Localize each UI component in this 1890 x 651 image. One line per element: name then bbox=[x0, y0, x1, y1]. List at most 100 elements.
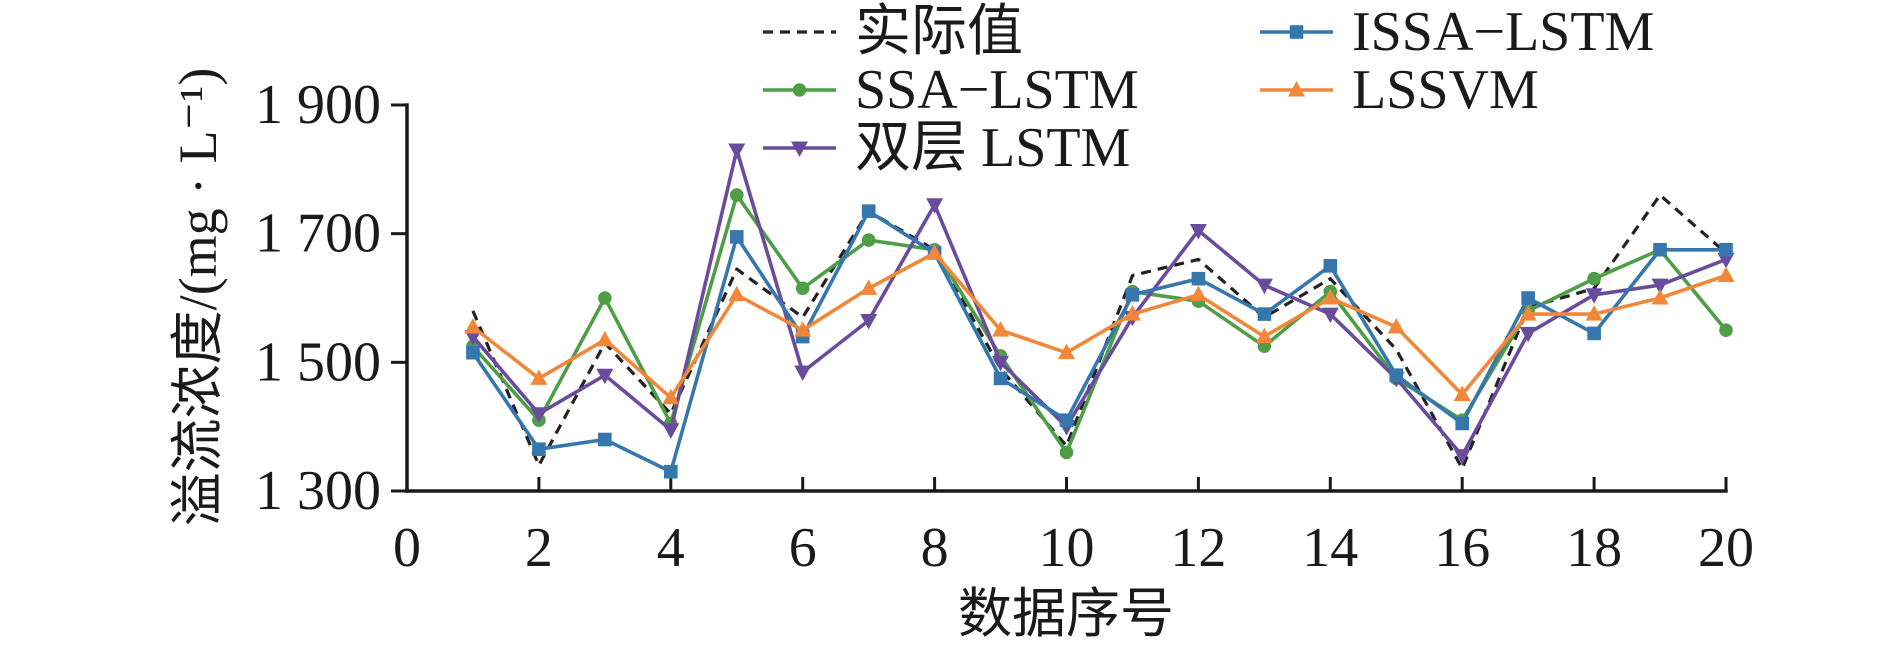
series-5-point bbox=[860, 279, 878, 295]
series-4-point bbox=[1653, 242, 1667, 257]
series-3-point bbox=[662, 423, 680, 439]
series-4-point bbox=[1257, 307, 1272, 321]
series-5-point bbox=[662, 388, 680, 405]
series-3-point bbox=[1519, 326, 1537, 343]
legend-item: 实际值 bbox=[763, 1, 1023, 63]
legend-item: 双层 LSTM bbox=[763, 117, 1130, 179]
series-4-point bbox=[1191, 271, 1206, 286]
legend-label: SSA−LSTM bbox=[855, 59, 1139, 121]
y-tick-label: 1 700 bbox=[255, 203, 381, 265]
series-2-line bbox=[471, 193, 1728, 455]
series-4-point bbox=[466, 345, 480, 360]
series-4-point bbox=[1719, 242, 1733, 257]
legend-swatch-marker bbox=[1289, 25, 1304, 39]
x-tick-label: 14 bbox=[1302, 517, 1358, 579]
axes: 1 300 1 500 1 700 1 900 0 2 4 6 8 10 12 14 16 18 20 bbox=[255, 74, 1754, 579]
x-tick-label: 12 bbox=[1170, 517, 1226, 579]
series-4-point bbox=[532, 442, 546, 456]
x-tick-label: 16 bbox=[1434, 517, 1490, 579]
series-4-point bbox=[729, 230, 744, 244]
legend-label: ISSA−LSTM bbox=[1352, 1, 1654, 63]
x-tick-label: 6 bbox=[789, 517, 817, 579]
series-5-point bbox=[1585, 305, 1603, 321]
series-layer bbox=[464, 143, 1735, 479]
series-2-point bbox=[861, 233, 876, 247]
series-2-point bbox=[1059, 445, 1074, 460]
series-5-point bbox=[464, 317, 482, 334]
x-tick-label: 20 bbox=[1698, 517, 1754, 579]
series-3-point bbox=[1651, 278, 1669, 295]
x-tick-label: 8 bbox=[921, 517, 949, 579]
series-3-point bbox=[596, 368, 614, 385]
series-4-point bbox=[1059, 413, 1074, 428]
series-4-point bbox=[861, 204, 876, 218]
series-5-point bbox=[1058, 343, 1075, 360]
y-tick-label: 1 900 bbox=[255, 74, 381, 136]
series-5-point bbox=[1717, 266, 1735, 282]
series-4-point bbox=[1587, 326, 1601, 341]
series-5-point bbox=[1519, 305, 1537, 321]
series-3-point bbox=[992, 355, 1010, 372]
series-3-point bbox=[860, 314, 878, 330]
series-3-point bbox=[1717, 252, 1735, 269]
x-tick-label: 10 bbox=[1039, 517, 1095, 579]
series-5-point bbox=[1189, 285, 1207, 302]
legend-swatch-marker bbox=[791, 141, 808, 157]
legend-swatch-marker bbox=[1288, 81, 1305, 97]
series-2-point bbox=[795, 281, 810, 296]
series-3-point bbox=[1321, 307, 1339, 324]
series-3-point bbox=[728, 143, 746, 160]
y-tick-label: 1 300 bbox=[255, 460, 381, 522]
series-5-point bbox=[926, 243, 944, 260]
series-3-point bbox=[1255, 278, 1273, 295]
series-4-point bbox=[598, 432, 612, 447]
legend-item: SSA−LSTM bbox=[763, 59, 1139, 121]
series-5-point bbox=[728, 285, 746, 302]
series-5-point bbox=[1255, 327, 1273, 344]
series-4-point bbox=[1389, 368, 1404, 382]
series-3-point bbox=[794, 365, 812, 381]
series-3-point bbox=[926, 198, 944, 214]
x-tick-label: 18 bbox=[1566, 517, 1622, 579]
y-tick-label: 1 500 bbox=[255, 331, 381, 393]
series-3-point bbox=[530, 407, 548, 423]
series-3-point bbox=[464, 330, 482, 346]
series-2-point bbox=[729, 188, 744, 202]
series-4-point bbox=[1455, 416, 1469, 431]
series-4-point bbox=[993, 371, 1008, 386]
x-tick-label: 4 bbox=[657, 517, 685, 579]
legend-label: 实际值 bbox=[855, 1, 1023, 63]
series-4-point bbox=[1323, 259, 1338, 273]
legend-item: ISSA−LSTM bbox=[1260, 1, 1654, 63]
series-3-point bbox=[1585, 288, 1603, 304]
series-2-point bbox=[1587, 271, 1601, 286]
legend-swatch-marker bbox=[792, 83, 807, 97]
series-5-point bbox=[596, 330, 614, 347]
series-5-point bbox=[1387, 317, 1405, 334]
series-5-point bbox=[1321, 289, 1339, 305]
series-5-point bbox=[992, 321, 1010, 337]
series-5-point bbox=[1651, 289, 1669, 305]
legend-label: 双层 LSTM bbox=[855, 117, 1130, 179]
series-4-point bbox=[1125, 287, 1140, 302]
series-4-point bbox=[1521, 291, 1535, 305]
legend-label: LSSVM bbox=[1352, 59, 1539, 121]
series-5 bbox=[464, 243, 1735, 405]
legend-item: LSSVM bbox=[1260, 59, 1539, 121]
series-5-point bbox=[1123, 305, 1141, 321]
x-axis-title: 数据序号 bbox=[958, 584, 1174, 644]
series-5-point bbox=[794, 321, 812, 337]
series-2-point bbox=[1719, 323, 1733, 337]
series-4-line bbox=[471, 209, 1726, 474]
series-3-point bbox=[1453, 449, 1471, 465]
y-axis-title: 溢流浓度/(mg · L⁻¹) bbox=[168, 68, 228, 527]
series-5-point bbox=[530, 369, 548, 385]
x-tick-label: 2 bbox=[525, 517, 553, 579]
series-3-point bbox=[1189, 223, 1207, 240]
x-tick-label: 0 bbox=[393, 517, 421, 579]
series-4 bbox=[466, 204, 1733, 479]
series-2-point bbox=[598, 291, 612, 305]
series-4-point bbox=[664, 464, 678, 479]
